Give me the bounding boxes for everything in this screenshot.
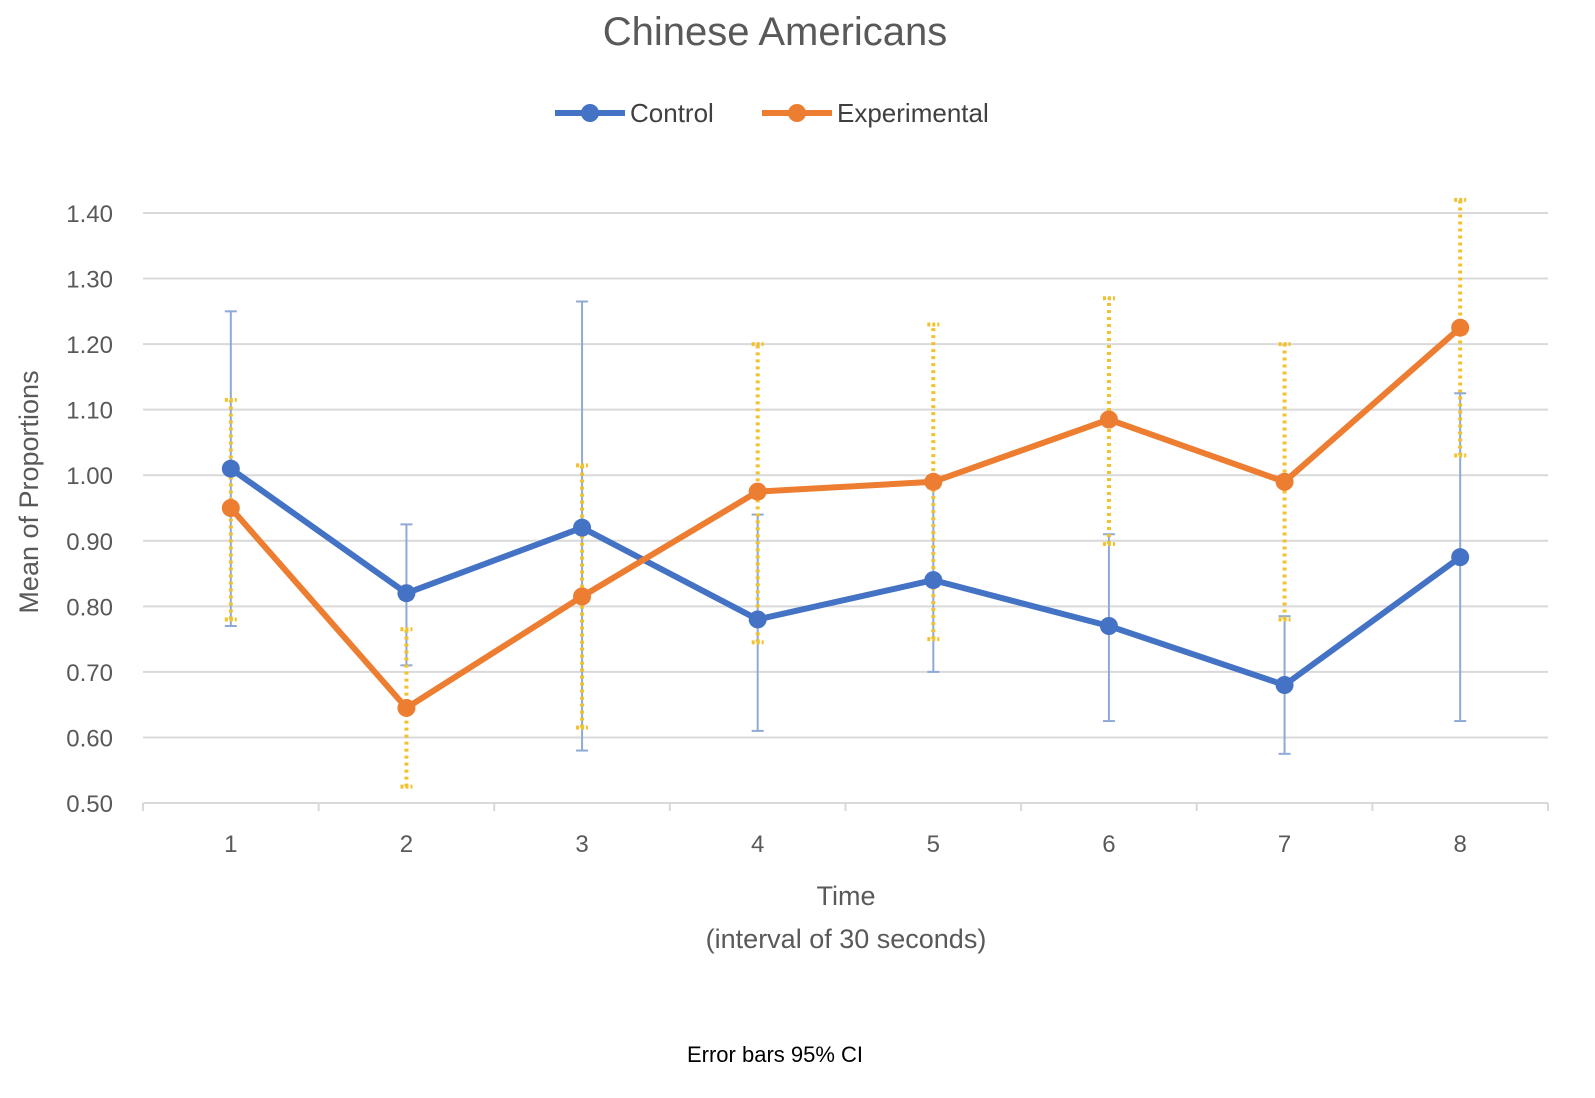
legend-label-experimental: Experimental [837,98,989,128]
data-point-control [924,571,943,590]
x-tick-label: 4 [751,831,764,858]
data-point-experimental [397,698,416,717]
y-axis-ticks: 0.50 0.60 0.70 0.80 0.90 1.00 1.10 1.20 1.30 1.40 [66,201,113,818]
x-axis: 1 2 3 4 5 6 7 8 [142,802,1549,858]
x-tick-label: 2 [400,831,413,858]
y-tick-label: 1.30 [66,267,113,294]
data-point-control [573,518,592,537]
data-point-experimental [748,482,767,501]
legend-item-control: Control [555,98,714,128]
x-tick-label: 5 [927,831,940,858]
x-axis-title: Time [817,881,876,911]
data-point-experimental [573,587,592,606]
error-bars [224,197,1467,789]
data-point-control [397,584,416,603]
x-tick-label: 6 [1102,831,1115,858]
legend-swatch-control-marker [581,104,599,122]
data-point-experimental [924,472,943,491]
legend-item-experimental: Experimental [762,98,989,128]
legend-label-control: Control [630,98,714,128]
series-line-control [229,466,1462,688]
legend-swatch-experimental-marker [788,104,806,122]
y-tick-label: 1.40 [66,201,113,228]
y-tick-label: 1.10 [66,398,113,425]
data-point-experimental [1275,472,1294,491]
x-tick-label: 1 [224,831,237,858]
data-point-control [1451,548,1470,567]
x-tick-label: 8 [1454,831,1467,858]
x-tick-label: 3 [575,831,588,858]
y-tick-label: 0.70 [66,660,113,687]
y-tick-label: 1.00 [66,463,113,490]
series-markers [221,318,1470,717]
data-point-control [748,610,767,629]
series-lines [228,325,1463,711]
data-point-experimental [221,499,240,517]
data-point-experimental [1451,318,1470,337]
x-axis-subtitle: (interval of 30 seconds) [706,924,987,954]
y-tick-label: 0.80 [66,594,113,621]
series-line-experimental [228,325,1463,711]
chart-title: Chinese Americans [603,10,948,54]
data-point-control [1099,617,1118,635]
y-tick-label: 0.60 [66,725,113,752]
data-point-experimental [1099,410,1118,429]
legend: Control Experimental [555,98,989,128]
error-bar-note: Error bars 95% CI [687,1042,863,1067]
x-tick-label: 7 [1278,831,1291,858]
y-tick-label: 0.50 [66,791,113,818]
y-tick-label: 1.20 [66,332,113,359]
y-tick-label: 0.90 [66,529,113,556]
data-point-control [1275,676,1294,694]
y-axis-title: Mean of Proportions [14,370,44,613]
data-point-control [221,459,240,478]
gridlines [143,212,1548,739]
